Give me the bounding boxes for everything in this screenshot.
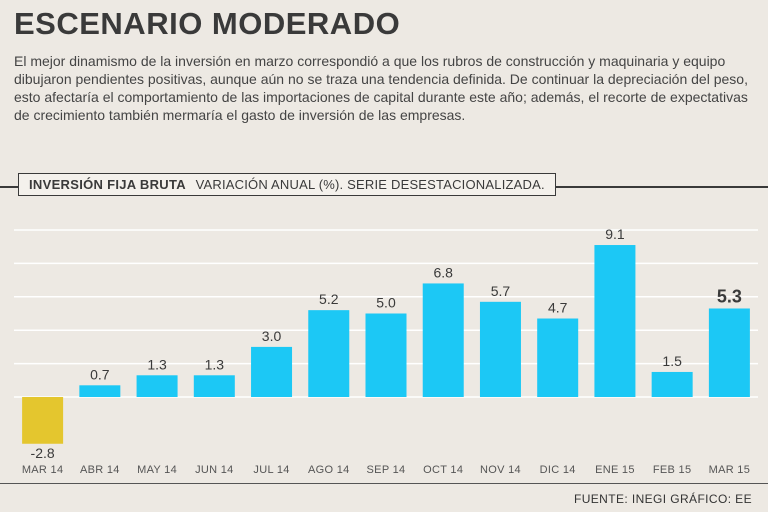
chart-header: INVERSIÓN FIJA BRUTA VARIACIÓN ANUAL (%)… — [18, 173, 556, 196]
data-label: -2.8 — [31, 445, 55, 461]
chart-series-name: INVERSIÓN FIJA BRUTA — [29, 177, 186, 192]
bar — [22, 397, 64, 444]
category-label: ENE 15 — [595, 464, 635, 476]
data-label: 5.7 — [491, 283, 511, 299]
category-label: ABR 14 — [80, 464, 120, 476]
category-label: AGO 14 — [308, 464, 350, 476]
bar — [308, 310, 350, 397]
bar — [479, 301, 521, 397]
bar — [537, 318, 579, 397]
data-label: 5.2 — [319, 291, 339, 307]
category-label: DIC 14 — [540, 464, 576, 476]
bar — [365, 313, 407, 397]
bottom-divider — [0, 483, 768, 484]
data-label: 1.5 — [662, 353, 682, 369]
data-label: 9.1 — [605, 226, 625, 242]
bar — [193, 375, 235, 397]
bar — [708, 308, 750, 397]
bar — [422, 283, 464, 397]
data-label: 6.8 — [433, 264, 453, 280]
bar — [79, 385, 121, 397]
category-label: MAR 15 — [709, 464, 751, 476]
category-label: OCT 14 — [423, 464, 463, 476]
bar — [251, 346, 293, 397]
summary-text: El mejor dinamismo de la inversión en ma… — [14, 53, 748, 123]
data-label: 5.3 — [717, 286, 742, 306]
data-label: 1.3 — [205, 356, 225, 372]
bar-chart: -2.8 MAR 14 0.7 ABR 14 1.3 MAY 14 1.3 JUN 14 3.0… — [14, 226, 758, 476]
category-label: MAY 14 — [137, 464, 177, 476]
category-label: JUL 14 — [253, 464, 289, 476]
headline: ESCENARIO MODERADO — [14, 6, 401, 41]
bar — [594, 245, 636, 397]
data-label: 0.7 — [90, 366, 110, 382]
category-label: NOV 14 — [480, 464, 521, 476]
data-label: 4.7 — [548, 300, 568, 316]
chart-description: VARIACIÓN ANUAL (%). SERIE DESESTACIONAL… — [195, 177, 545, 192]
bar — [136, 375, 178, 397]
source-credit: FUENTE: INEGI GRÁFICO: EE — [573, 492, 752, 506]
category-label: SEP 14 — [367, 464, 406, 476]
category-label: FEB 15 — [653, 464, 692, 476]
data-label: 5.0 — [376, 295, 396, 311]
data-label: 1.3 — [147, 356, 167, 372]
data-label: 3.0 — [262, 328, 282, 344]
bar — [651, 371, 693, 397]
category-label: JUN 14 — [195, 464, 233, 476]
category-label: MAR 14 — [22, 464, 64, 476]
